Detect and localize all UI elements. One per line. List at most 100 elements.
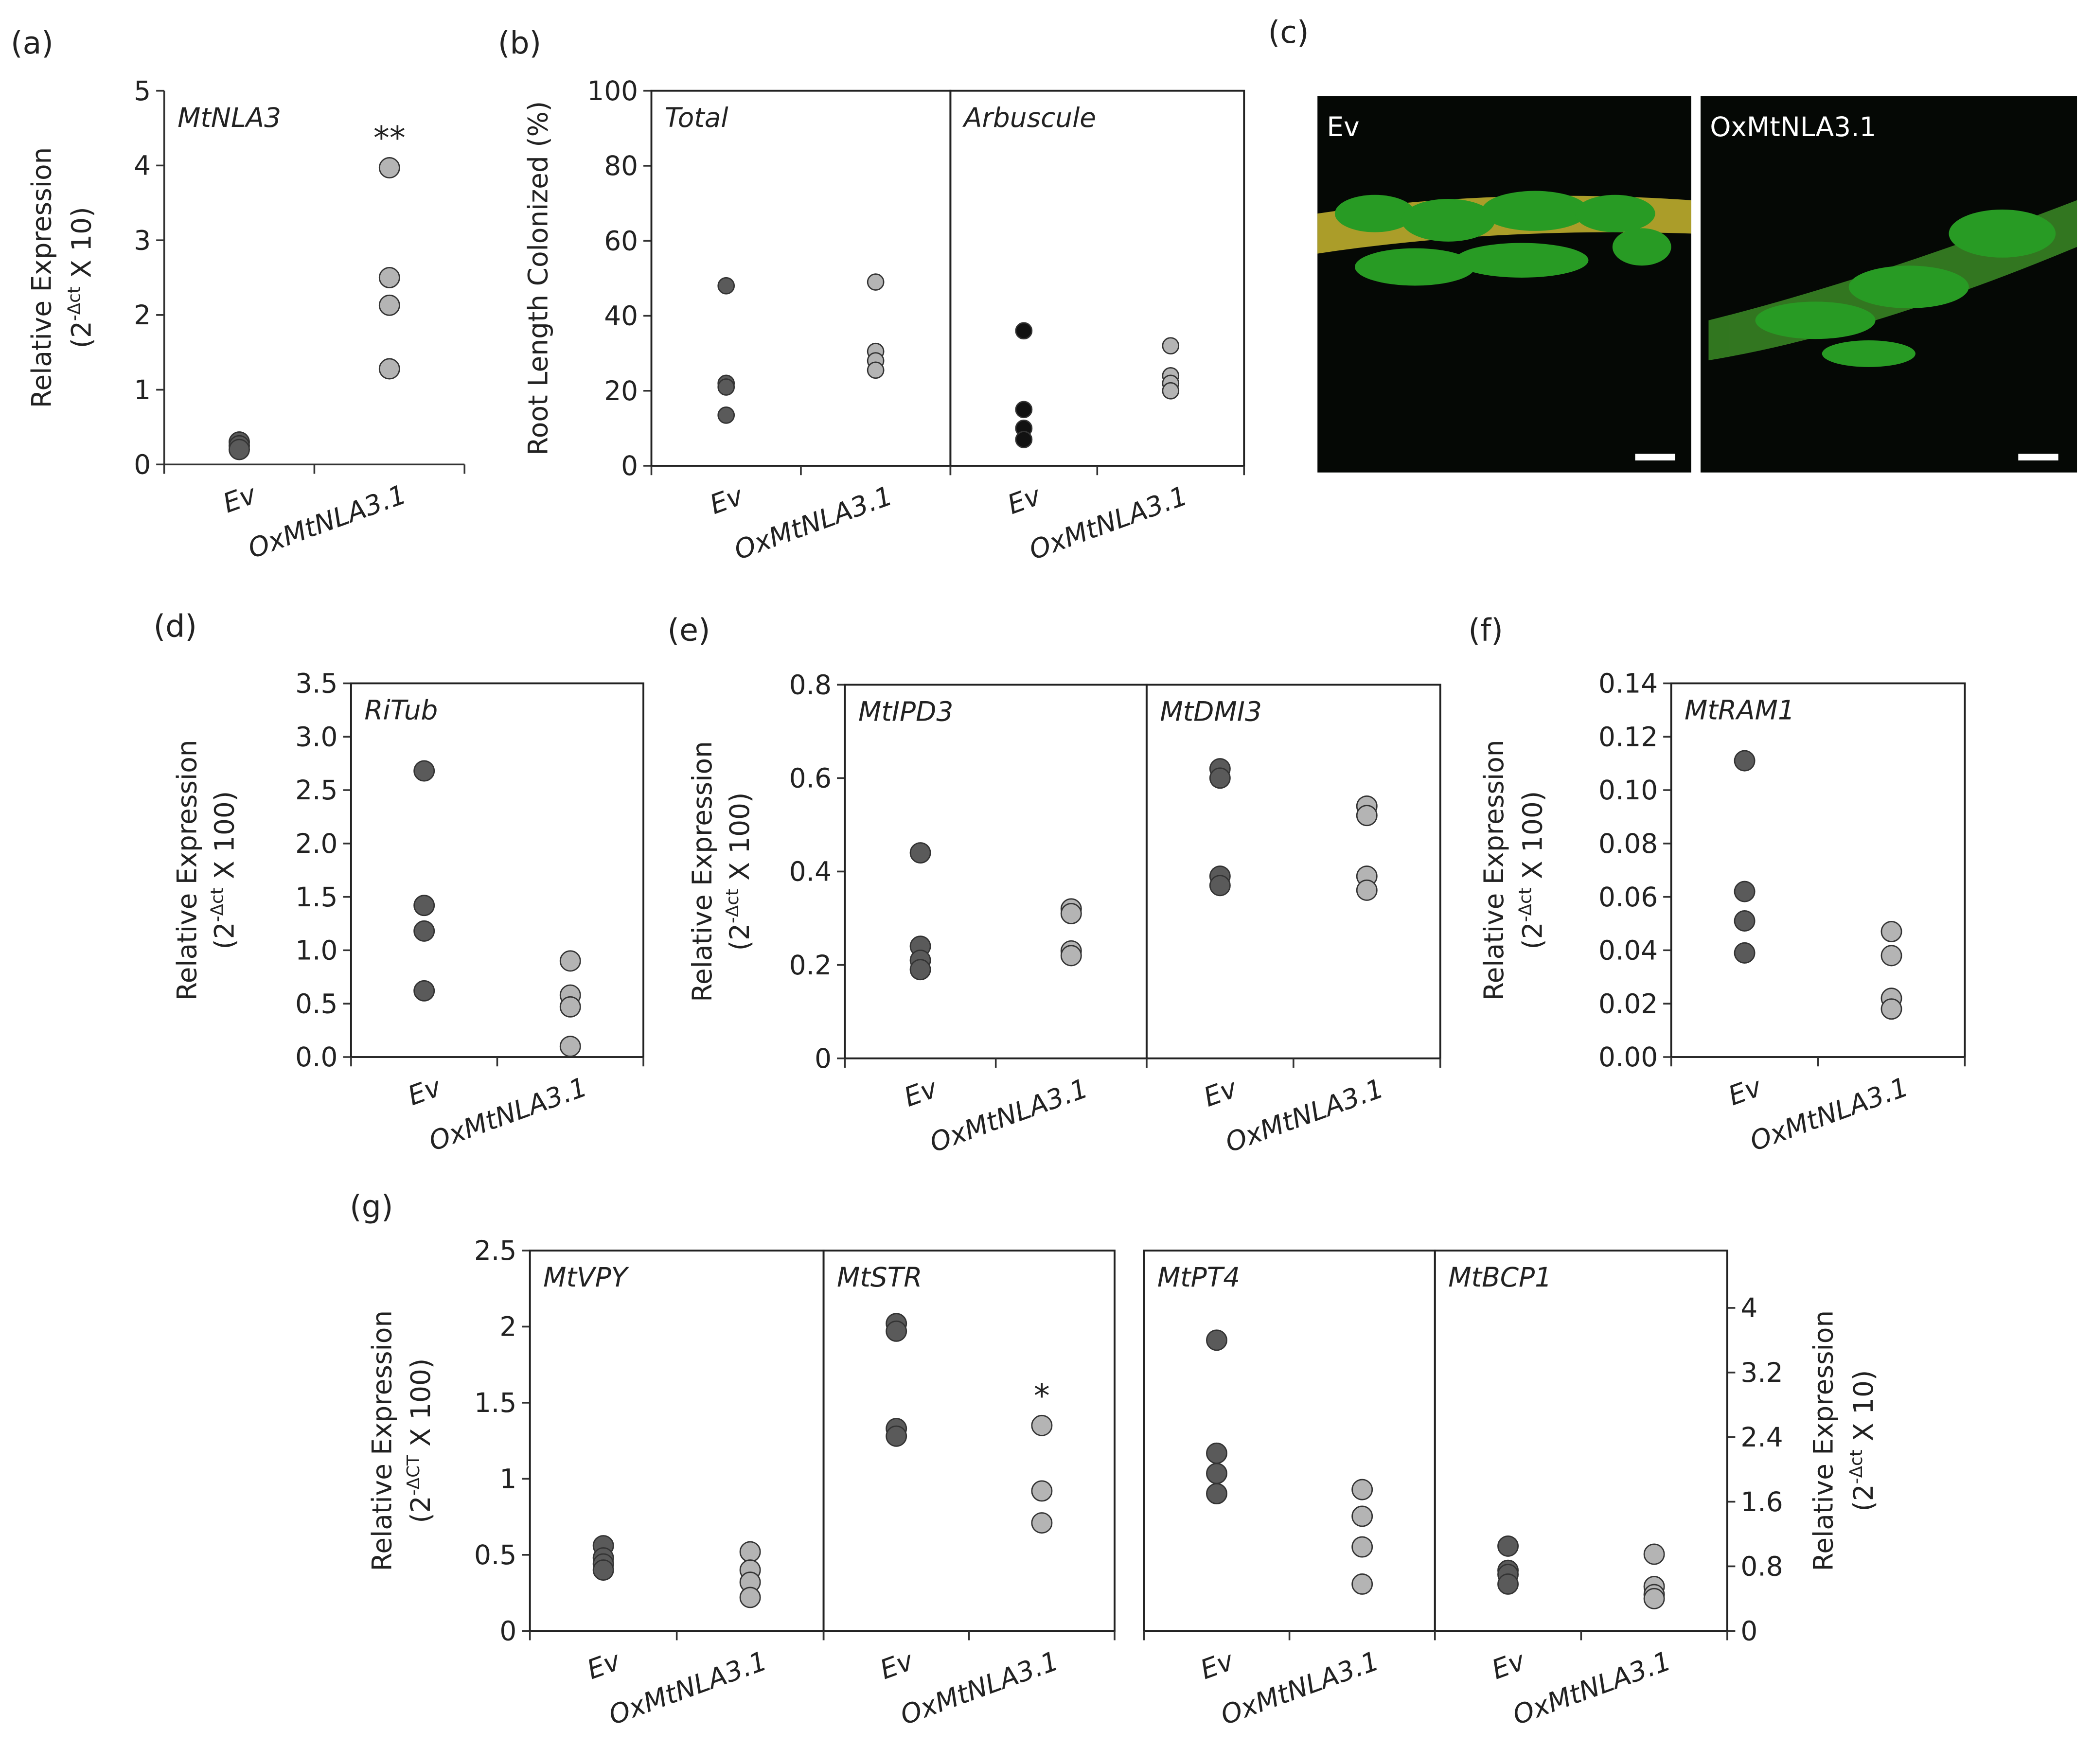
panel-label: (f) bbox=[1468, 612, 1503, 648]
y-tick-label: 0.00 bbox=[1598, 1041, 1658, 1073]
data-point bbox=[413, 920, 435, 942]
y-axis-subtitle-sup: -Δct bbox=[723, 889, 743, 923]
y-tick-label: 0.12 bbox=[1598, 721, 1658, 752]
x-tick-label: OxMtNLA3.1 bbox=[1746, 1071, 1912, 1157]
data-point bbox=[1734, 881, 1756, 902]
y-axis-subtitle-sup: -Δct bbox=[1515, 887, 1535, 922]
x-tick-label: Ev bbox=[876, 1645, 918, 1686]
y-tick-label: 0.8 bbox=[789, 669, 832, 700]
data-point bbox=[1162, 337, 1180, 355]
y-tick-label: 2.5 bbox=[474, 1235, 516, 1266]
x-tick-label: Ev bbox=[1003, 479, 1045, 520]
y-tick-label: 4 bbox=[1740, 1292, 1757, 1323]
x-tick-label: Ev bbox=[1196, 1645, 1238, 1686]
y-axis-title: Root Length Colonized (%) bbox=[522, 101, 553, 456]
y-tick-label: 0 bbox=[815, 1043, 832, 1074]
facet-title: MtNLA3 bbox=[177, 102, 281, 133]
data-point bbox=[1060, 902, 1082, 924]
data-point bbox=[413, 895, 435, 917]
x-tick-label: Ev bbox=[1488, 1645, 1529, 1686]
data-point bbox=[1880, 998, 1902, 1020]
panel-label: (g) bbox=[350, 1188, 393, 1224]
data-point bbox=[909, 842, 931, 864]
data-point bbox=[717, 378, 735, 396]
y-tick-label: 0.2 bbox=[789, 950, 832, 981]
facet-title: MtVPY bbox=[543, 1262, 629, 1293]
y-tick-label: 20 bbox=[604, 375, 638, 406]
y-tick-label: 2 bbox=[499, 1311, 516, 1342]
data-point bbox=[1734, 942, 1756, 964]
y-axis-title: Relative Expression bbox=[1808, 1310, 1839, 1571]
y-tick-label: 0.8 bbox=[1740, 1551, 1783, 1582]
data-point bbox=[592, 1559, 614, 1581]
data-point bbox=[1206, 1482, 1227, 1504]
facet-frame bbox=[822, 1250, 1116, 1632]
panel-label: (d) bbox=[154, 608, 197, 644]
significance: ** bbox=[373, 120, 406, 157]
data-point bbox=[378, 267, 400, 288]
y-tick-label: 4 bbox=[134, 150, 151, 181]
x-tick-label: OxMtNLA3.1 bbox=[1217, 1645, 1383, 1731]
data-point bbox=[1031, 1414, 1053, 1436]
y-tick-label: 1.6 bbox=[1740, 1486, 1783, 1517]
data-point bbox=[1734, 750, 1756, 772]
y-axis-subtitle: (2-ΔCT X 100) bbox=[404, 1358, 436, 1523]
data-point bbox=[886, 1425, 907, 1447]
data-point bbox=[1643, 1588, 1665, 1609]
x-tick-label: OxMtNLA3.1 bbox=[1025, 480, 1191, 566]
data-point bbox=[1162, 382, 1180, 400]
y-axis-subtitle: (2-Δct X 100) bbox=[1515, 791, 1548, 950]
y-tick-label: 2.5 bbox=[295, 775, 337, 806]
y-tick-label: 2 bbox=[134, 300, 151, 331]
panel-label: (e) bbox=[667, 612, 710, 648]
y-axis-title: Relative Expression bbox=[366, 1310, 397, 1571]
data-point bbox=[1209, 767, 1231, 789]
y-axis-subtitle-rest: X 100) bbox=[1517, 791, 1548, 888]
y-axis-title: Relative Expression bbox=[1478, 740, 1509, 1001]
y-axis-title: Relative Expression bbox=[26, 147, 57, 408]
data-point bbox=[413, 980, 435, 1002]
y-tick-label: 3 bbox=[134, 225, 151, 256]
data-point bbox=[1351, 1479, 1373, 1500]
data-point bbox=[1880, 921, 1902, 942]
panel-label: (b) bbox=[498, 25, 541, 61]
data-point bbox=[1734, 910, 1756, 932]
facet-frame bbox=[949, 89, 1245, 467]
y-tick-label: 0 bbox=[134, 449, 151, 480]
image-label: Ev bbox=[1327, 111, 1359, 142]
facet-frame bbox=[1434, 1250, 1728, 1632]
data-point bbox=[378, 157, 400, 178]
y-tick-label: 0.6 bbox=[789, 763, 832, 794]
data-point bbox=[1209, 875, 1231, 897]
y-axis-subtitle-rest: X 100) bbox=[724, 793, 755, 889]
x-tick-label: Ev bbox=[404, 1071, 445, 1111]
data-point bbox=[1643, 1543, 1665, 1565]
x-tick-label: Ev bbox=[1724, 1071, 1766, 1111]
data-point bbox=[413, 760, 435, 782]
y-tick-label: 0.5 bbox=[295, 988, 337, 1019]
y-tick-label: 0 bbox=[1740, 1616, 1757, 1647]
y-axis-subtitle-sup: -Δct bbox=[1846, 1449, 1866, 1484]
y-axis-subtitle: (2-Δct X 10) bbox=[1846, 1370, 1879, 1512]
y-axis-subtitle: (2-Δct X 100) bbox=[207, 791, 240, 950]
data-point bbox=[717, 406, 735, 424]
x-tick-label: Ev bbox=[1200, 1072, 1242, 1113]
x-tick-label: OxMtNLA3.1 bbox=[425, 1071, 591, 1157]
y-tick-label: 80 bbox=[604, 150, 638, 181]
facet-frame bbox=[650, 89, 952, 467]
y-tick-label: 2.0 bbox=[295, 828, 337, 859]
facet-title: RiTub bbox=[364, 695, 438, 726]
y-tick-label: 0 bbox=[621, 450, 638, 481]
y-tick-label: 1.5 bbox=[474, 1387, 516, 1418]
y-axis-subtitle-base: (2 bbox=[1517, 922, 1548, 949]
y-tick-label: 60 bbox=[604, 225, 638, 256]
data-point bbox=[717, 277, 735, 295]
y-axis-title: Relative Expression bbox=[172, 740, 203, 1001]
data-point bbox=[1880, 945, 1902, 967]
y-axis-subtitle-base: (2 bbox=[66, 321, 97, 348]
facet-title: MtSTR bbox=[837, 1262, 922, 1293]
y-axis-subtitle-base: (2 bbox=[405, 1496, 436, 1523]
x-tick-label: OxMtNLA3.1 bbox=[730, 480, 896, 566]
